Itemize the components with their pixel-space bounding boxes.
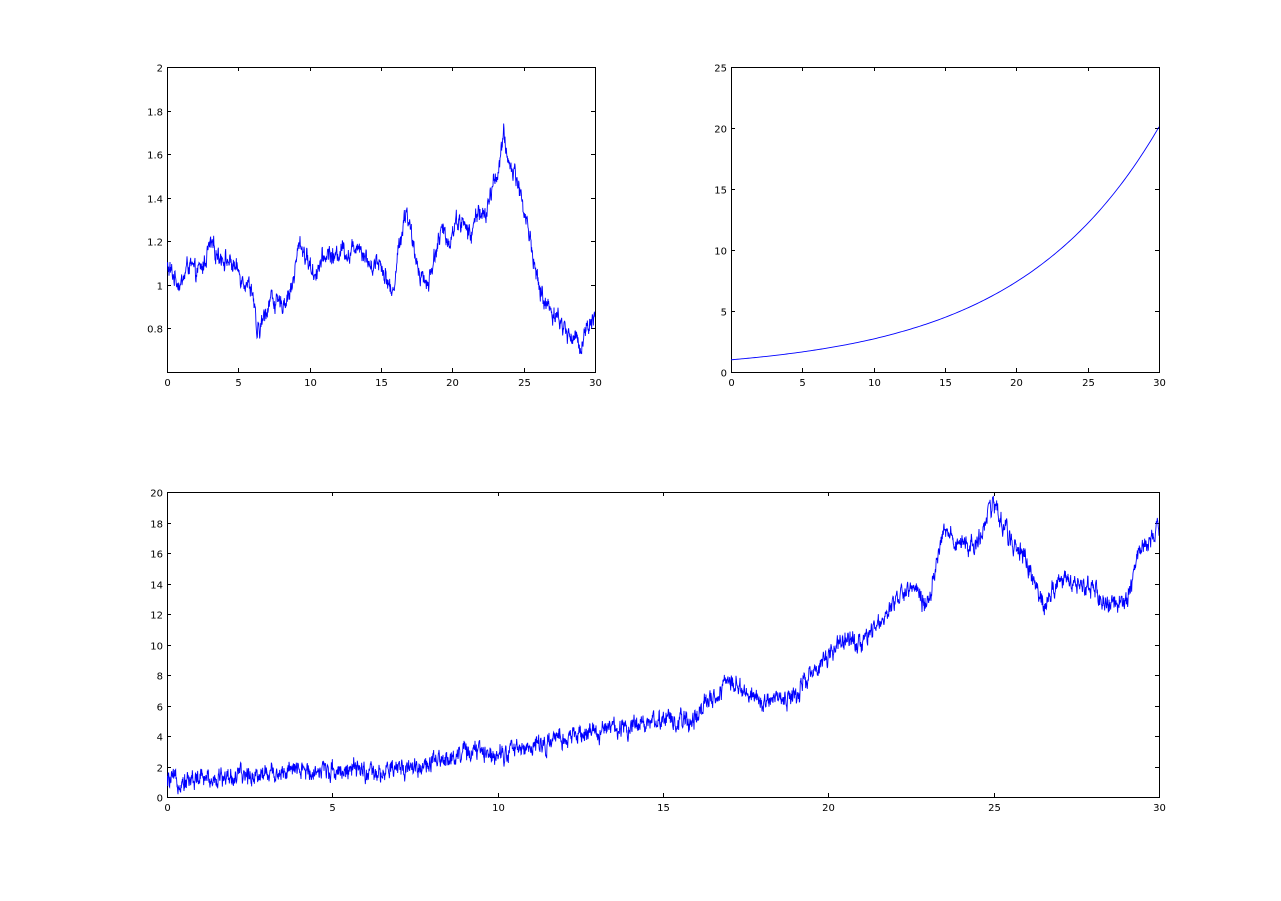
series-line-stochastic: [167, 496, 1159, 794]
y-tick-label: 2: [157, 64, 163, 75]
x-tick-label: 5: [329, 803, 335, 814]
x-tick-label: 30: [1153, 378, 1166, 389]
x-tick-label: 15: [657, 803, 670, 814]
y-tick-label: 0: [157, 794, 163, 805]
y-tick-label: 4: [157, 733, 163, 744]
chart-deterministic: 0 5 10 15 20 25 30 0 5 10 15 20 25: [714, 64, 1166, 390]
y-tick-label: 8: [157, 672, 163, 683]
y-tick-label: 1: [157, 282, 163, 293]
y-tick-label: 0.8: [147, 325, 163, 336]
chart-stochastic: 0 5 10 15 20 25 30 0 2 4 6 8 10 12 14 16 18 20: [150, 489, 1166, 815]
y-tick-label: 12: [150, 611, 163, 622]
y-tick-label: 20: [150, 489, 163, 500]
x-tick-label: 25: [518, 378, 531, 389]
axes-box: [732, 68, 1160, 373]
x-tick-label: 20: [446, 378, 459, 389]
x-tick-label: 15: [375, 378, 388, 389]
y-tick-label: 20: [714, 125, 727, 136]
x-tick-label: 10: [304, 378, 317, 389]
y-tick-label: 16: [150, 550, 163, 561]
x-tick-label: 20: [822, 803, 835, 814]
x-tick-label: 15: [939, 378, 952, 389]
y-tick-label: 1.2: [147, 238, 163, 249]
x-tick-label: 5: [799, 378, 805, 389]
x-tick-label: 30: [1153, 803, 1166, 814]
y-tick-label: 25: [714, 64, 727, 75]
x-tick-label: 25: [988, 803, 1001, 814]
axes-box: [168, 68, 596, 373]
y-tick-label: 5: [721, 308, 727, 319]
x-tick-label: 30: [589, 378, 602, 389]
series-line-deterministic: [731, 127, 1159, 360]
x-tick-label: 25: [1082, 378, 1095, 389]
x-tick-label: 0: [164, 378, 170, 389]
y-tick-label: 6: [157, 703, 163, 714]
y-tick-label: 2: [157, 764, 163, 775]
y-tick-label: 10: [714, 247, 727, 258]
chart-ratio: 0 5 10 15 20 25 30 0.8 1 1.2 1.4 1.6 1.8 2: [147, 64, 602, 390]
x-tick-label: 10: [868, 378, 881, 389]
y-tick-label: 15: [714, 186, 727, 197]
y-tick-label: 10: [150, 642, 163, 653]
x-tick-label: 0: [728, 378, 734, 389]
y-tick-label: 1.8: [147, 108, 163, 119]
y-tick-label: 1.6: [147, 151, 163, 162]
y-tick-label: 0: [721, 369, 727, 380]
y-tick-label: 18: [150, 520, 163, 531]
y-tick-label: 14: [150, 581, 163, 592]
x-tick-label: 5: [235, 378, 241, 389]
x-tick-label: 20: [1010, 378, 1023, 389]
y-tick-label: 1.4: [147, 195, 163, 206]
series-line-ratio: [167, 124, 595, 354]
x-tick-label: 10: [492, 803, 505, 814]
x-tick-label: 0: [164, 803, 170, 814]
